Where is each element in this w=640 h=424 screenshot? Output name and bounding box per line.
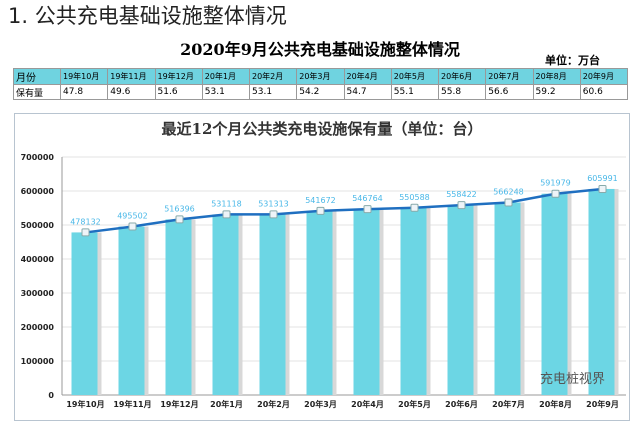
data-point <box>128 222 137 231</box>
watermark: 充电桩视界 <box>540 372 606 387</box>
y-tick-label: 400000 <box>21 255 55 264</box>
y-tick-label: 600000 <box>21 187 55 196</box>
table-title: 2020年9月公共充电基础设施整体情况 <box>180 40 460 59</box>
data-label: 605991 <box>587 174 618 183</box>
data-point <box>269 210 278 219</box>
x-tick-label: 20年4月 <box>351 399 384 409</box>
section-heading: 1. 公共充电基础设施整体情况 <box>8 4 287 28</box>
month-cell: 20年7月 <box>485 68 534 85</box>
bar <box>447 205 474 395</box>
data-table: 月份 19年10月 19年11月 19年12月 20年1月 20年2月 20年3月 20年4月… <box>13 68 629 100</box>
data-label: 531118 <box>211 199 242 208</box>
data-label: 495502 <box>117 212 148 221</box>
bar <box>259 214 286 395</box>
series-line <box>85 187 603 234</box>
unit-label: 单位：万台 <box>545 54 600 67</box>
bar <box>212 214 239 395</box>
y-tick-label: 300000 <box>21 289 55 298</box>
y-tick-label: 100000 <box>21 357 55 366</box>
bar <box>118 226 145 395</box>
x-tick-label: 20年5月 <box>398 399 431 409</box>
data-label: 541672 <box>305 196 336 205</box>
header-label: 月份 <box>13 68 61 85</box>
month-cell: 20年5月 <box>390 68 440 85</box>
bar <box>165 219 192 395</box>
data-label: 566248 <box>493 187 524 196</box>
data-label: 550588 <box>399 193 430 202</box>
value-cell: 55.1 <box>390 84 440 100</box>
y-tick-label: 700000 <box>21 153 55 162</box>
data-label: 546764 <box>352 194 383 203</box>
chart-frame <box>14 113 630 421</box>
data-point <box>410 203 419 212</box>
x-tick-label: 20年8月 <box>539 399 572 409</box>
x-tick-label: 20年6月 <box>445 399 478 409</box>
month-cell: 19年11月 <box>107 68 156 85</box>
y-tick-label: 200000 <box>21 323 55 332</box>
x-tick-label: 20年7月 <box>492 399 525 409</box>
bar <box>71 232 98 395</box>
value-cell: 56.6 <box>485 84 534 100</box>
x-tick-label: 20年1月 <box>210 399 243 409</box>
data-point <box>598 184 607 193</box>
data-label: 591979 <box>540 179 571 188</box>
data-point <box>363 205 372 214</box>
y-tick-label: 0 <box>48 391 54 400</box>
month-cell: 19年12月 <box>154 68 203 85</box>
data-label: 516396 <box>164 204 195 213</box>
y-tick-label: 500000 <box>21 221 55 230</box>
table-value-row: 保有量 47.8 49.6 51.6 53.1 53.1 54.2 54.7 55.1 55.8 5… <box>13 84 629 100</box>
value-cell: 49.6 <box>107 84 156 100</box>
x-tick-label: 19年10月 <box>66 399 104 409</box>
value-cell: 60.6 <box>579 84 629 100</box>
bar <box>494 202 521 395</box>
data-point <box>175 215 184 224</box>
row-label: 保有量 <box>13 84 61 100</box>
x-tick-label: 20年9月 <box>586 399 619 409</box>
bar <box>541 193 568 395</box>
value-cell: 55.8 <box>437 84 487 100</box>
data-point <box>222 210 231 219</box>
x-tick-label: 19年11月 <box>113 399 151 409</box>
value-cell: 53.1 <box>248 84 298 100</box>
chart-title: 最近12个月公共类充电设施保有量（单位：台） <box>161 120 483 138</box>
data-point <box>504 198 513 207</box>
month-cell: 20年4月 <box>343 68 392 85</box>
data-label: 478132 <box>70 217 101 226</box>
data-point <box>457 201 466 210</box>
bar <box>306 210 333 395</box>
x-tick-label: 19年12月 <box>160 399 198 409</box>
data-point <box>81 228 90 237</box>
data-point <box>316 206 325 215</box>
value-cell: 53.1 <box>201 84 251 100</box>
bar <box>400 207 427 395</box>
x-tick-label: 20年2月 <box>257 399 290 409</box>
bar <box>588 188 615 395</box>
data-point <box>551 189 560 198</box>
bar <box>353 209 380 395</box>
data-label: 531313 <box>258 199 289 208</box>
data-label: 558422 <box>446 190 477 199</box>
x-tick-label: 20年3月 <box>304 399 337 409</box>
month-cell: 20年2月 <box>248 68 298 85</box>
